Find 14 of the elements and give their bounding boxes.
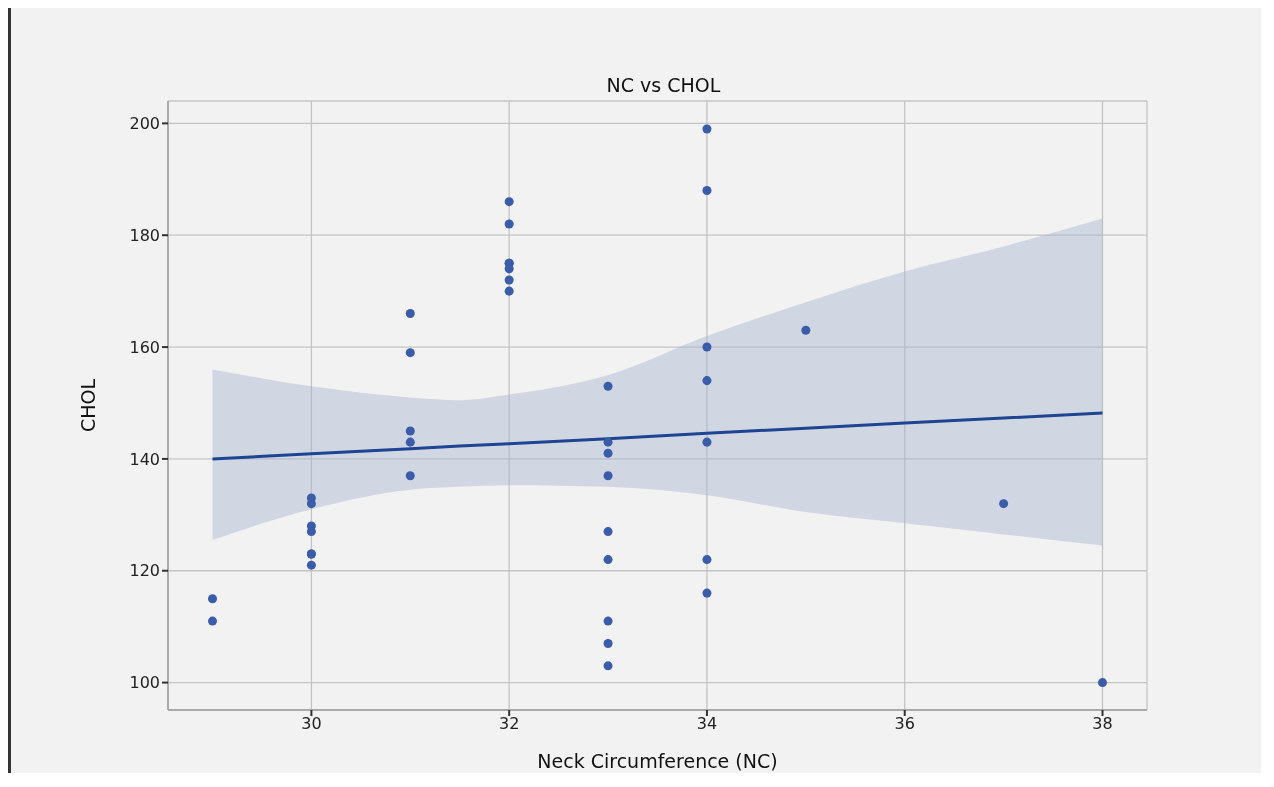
y-tick-label: 100 [129,673,160,693]
y-tick-label: 200 [129,114,160,134]
y-tick-label: 160 [129,337,160,357]
y-tick-label: 140 [129,449,160,469]
x-tick-label: 34 [696,714,718,734]
x-tick-label: 32 [498,714,520,734]
x-tick-label: 38 [1092,714,1113,734]
x-axis-title: Neck Circumference (NC) [537,750,778,772]
x-tick-label: 30 [301,714,322,734]
y-tick-label: 180 [129,225,160,245]
y-axis-title: CHOL [76,378,99,433]
x-tick-label: 36 [894,714,915,734]
chart-title: NC vs CHOL [605,74,722,96]
y-tick-label: 120 [129,561,160,581]
